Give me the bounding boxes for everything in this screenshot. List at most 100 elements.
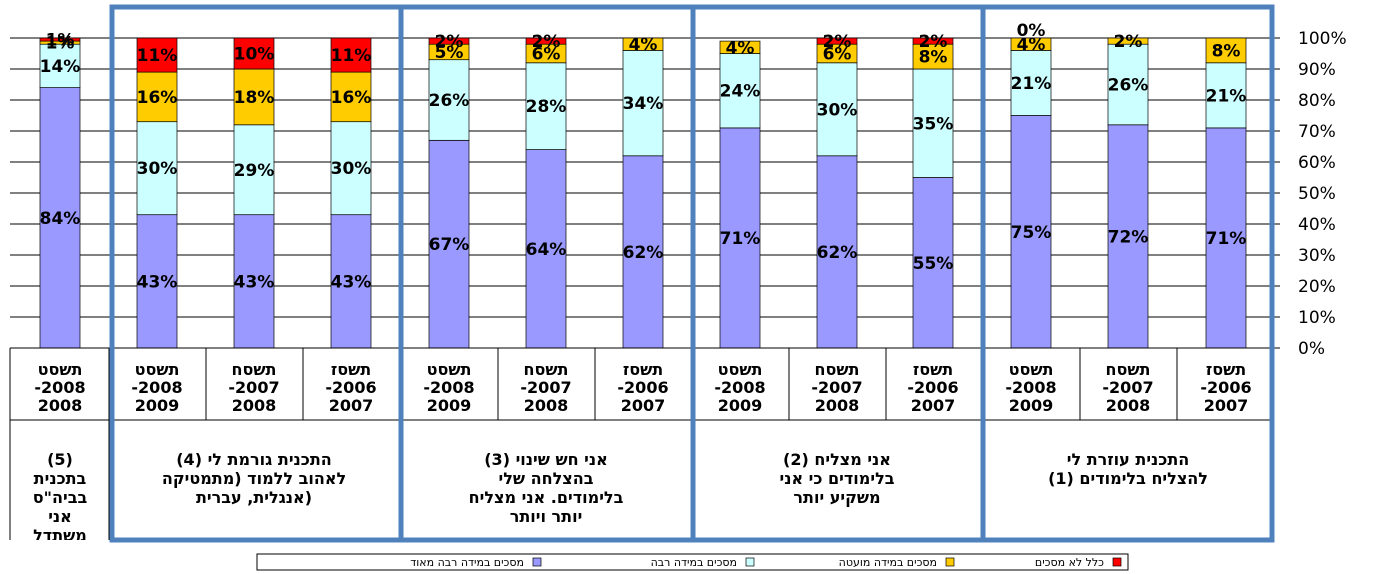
bar-segment — [525, 37, 567, 45]
legend-label: מסכים במידה רבה מאוד — [410, 556, 524, 569]
data-label: 2% — [532, 32, 561, 52]
category-label: -2008 — [34, 378, 85, 397]
bar-segment — [39, 87, 81, 349]
y-tick-label: 70% — [1298, 122, 1336, 142]
data-label: 4% — [629, 35, 658, 55]
data-label: 71% — [1206, 229, 1247, 249]
legend-box — [256, 553, 1129, 571]
data-label: 16% — [137, 88, 178, 108]
group-label: (1) להצליח בלימודים — [1048, 469, 1208, 488]
group-label: אני חש שינוי (3) — [484, 450, 608, 469]
data-label: 84% — [40, 209, 81, 229]
bar-segment — [330, 37, 372, 73]
data-label: 2% — [919, 32, 948, 52]
category-label: -2006 — [325, 378, 376, 397]
category-label: תשסח — [1106, 360, 1151, 379]
data-label: 8% — [919, 48, 948, 68]
bar-segment — [428, 37, 470, 45]
data-label: 24% — [720, 82, 761, 102]
data-label: 8% — [1212, 41, 1241, 61]
data-label: 5% — [435, 43, 464, 63]
data-label: 11% — [331, 46, 372, 66]
category-label: תשסט — [718, 360, 763, 379]
bar-segment — [233, 68, 275, 126]
bar-segment — [912, 43, 954, 70]
bar-segment — [233, 37, 275, 70]
category-label: תשסח — [815, 360, 860, 379]
category-label: -2008 — [131, 378, 182, 397]
category-label: תשסז — [623, 360, 663, 379]
group-highlight-box — [109, 4, 404, 543]
category-label: -2006 — [1200, 378, 1251, 397]
data-label: 62% — [623, 243, 664, 263]
bar-segment — [136, 71, 178, 123]
category-label: 2009 — [1009, 396, 1054, 415]
bar-segment — [719, 127, 761, 349]
category-label: תשסט — [38, 360, 83, 379]
legend: כלל לא מסכים מסכים במידה מועטה מסכים במידה… — [256, 553, 1129, 571]
data-label: 43% — [137, 272, 178, 292]
group-label: משתדל — [33, 526, 87, 545]
category-label: -2007 — [228, 378, 279, 397]
y-tick-label: 80% — [1298, 91, 1336, 111]
category-label: 2008 — [38, 396, 83, 415]
group-label: אני מצליח (2) — [783, 450, 891, 469]
category-label: 2007 — [621, 396, 666, 415]
legend-swatch — [945, 557, 955, 567]
legend-swatch — [745, 557, 755, 567]
data-label: 2% — [435, 32, 464, 52]
legend-swatch — [532, 557, 542, 567]
data-label: 1% — [46, 31, 75, 51]
data-label: 29% — [234, 161, 275, 181]
category-label: תשסט — [135, 360, 180, 379]
data-labels: 71%21%8%72%26%2%75%21%4%0%55%35%8%2%62%3… — [40, 21, 1247, 292]
group-label: אני — [48, 507, 72, 526]
bar-segment — [912, 37, 954, 45]
bar-segment — [233, 214, 275, 349]
group-label: בהצלחה שלי — [499, 469, 594, 488]
bar-segment — [622, 50, 664, 157]
y-axis: 0% 10% 20% 30% 40% 50% 60% 70% 80% 90% 100% — [1273, 29, 1347, 359]
category-label: -2008 — [1005, 378, 1056, 397]
data-label: 18% — [234, 88, 275, 108]
group-label: התכנית עוזרת לי — [1067, 450, 1190, 469]
data-label: 30% — [331, 159, 372, 179]
data-label: 43% — [331, 272, 372, 292]
data-label: 72% — [1108, 227, 1149, 247]
category-label: -2007 — [811, 378, 862, 397]
data-label: 34% — [623, 94, 664, 114]
y-tick-label: 50% — [1298, 184, 1336, 204]
category-label: 2008 — [1106, 396, 1151, 415]
category-table: תשסז-20062007תשסח-20072008תשסט-20082009ת… — [9, 347, 1275, 545]
data-label: 16% — [331, 88, 372, 108]
data-label: 21% — [1011, 74, 1052, 94]
group-label: (5) — [47, 450, 73, 469]
bar-segment — [622, 37, 664, 51]
bar-segment — [912, 177, 954, 349]
data-label: 2% — [1114, 32, 1143, 52]
category-label: תשסז — [1206, 360, 1246, 379]
data-label: 0% — [1017, 21, 1046, 41]
group-label: בביה"ס — [33, 488, 88, 507]
bar-segment — [1107, 124, 1149, 349]
bar-segment — [719, 53, 761, 129]
bar-segment — [1205, 127, 1247, 349]
y-tick-label: 60% — [1298, 153, 1336, 173]
group-label: בלימודים. אני מצליח — [469, 488, 624, 507]
y-tick-label: 100% — [1298, 29, 1347, 49]
group-label: משקיע יותר — [793, 488, 880, 507]
data-label: 75% — [1011, 223, 1052, 243]
category-label: תשסט — [1009, 360, 1054, 379]
data-label: 62% — [817, 243, 858, 263]
data-label: 55% — [913, 254, 954, 274]
bar-segment — [1010, 115, 1052, 349]
data-label: 4% — [1017, 35, 1046, 55]
y-tick-label: 10% — [1298, 308, 1336, 328]
data-label: 71% — [720, 229, 761, 249]
data-label: 6% — [532, 45, 561, 65]
legend-label: מסכים במידה מועטה — [839, 556, 937, 569]
bar-segment — [428, 139, 470, 349]
bar-segment — [525, 62, 567, 150]
bar-segment — [136, 37, 178, 73]
